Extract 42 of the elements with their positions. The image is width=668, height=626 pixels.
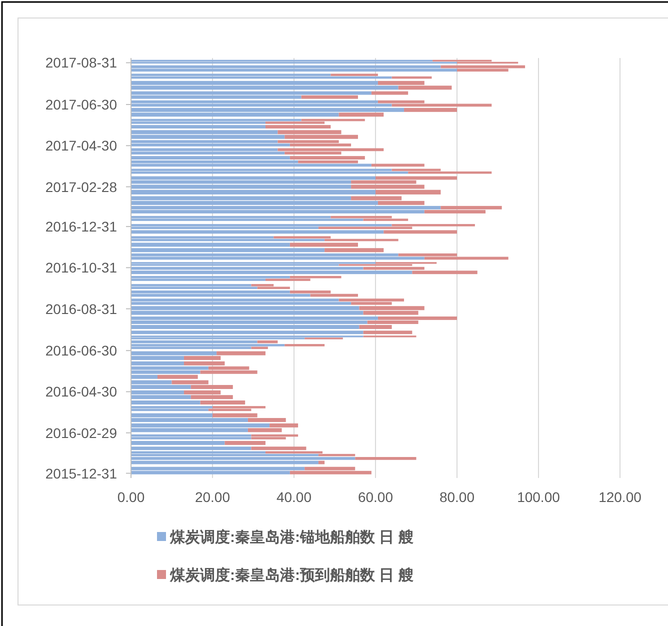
bar bbox=[290, 470, 372, 474]
bar bbox=[131, 91, 372, 95]
x-tick-label: 80.00 bbox=[439, 489, 475, 505]
bar bbox=[131, 344, 285, 346]
x-tick-label: 20.00 bbox=[194, 489, 230, 505]
bar bbox=[131, 68, 457, 72]
x-tick-label: 0.00 bbox=[117, 489, 145, 505]
x-tick-label: 40.00 bbox=[276, 489, 312, 505]
y-tick-label: 2016-12-31 bbox=[45, 218, 118, 235]
y-tick-label: 2016-04-30 bbox=[45, 384, 118, 400]
bar bbox=[301, 95, 358, 99]
bar bbox=[131, 218, 364, 221]
bar bbox=[355, 457, 416, 460]
x-tick-label: 60.00 bbox=[358, 489, 394, 505]
y-tick-label: 2016-10-31 bbox=[45, 260, 118, 276]
bar bbox=[131, 144, 290, 146]
y-tick-label: 2017-04-30 bbox=[45, 138, 118, 154]
x-tick-label: 100.00 bbox=[517, 489, 560, 505]
bar bbox=[371, 91, 408, 95]
bar bbox=[131, 224, 392, 226]
y-tick-label: 2015-12-31 bbox=[45, 465, 118, 482]
bar bbox=[338, 112, 384, 117]
legend-label: 煤炭调度:秦皇岛港:锚地船舶数 日 艘 bbox=[169, 528, 414, 546]
bar bbox=[131, 171, 408, 174]
legend-label: 煤炭调度:秦皇岛港:预到船舶数 日 艘 bbox=[169, 566, 414, 584]
bar bbox=[330, 74, 378, 76]
x-tick-label: 120.00 bbox=[598, 489, 642, 505]
bar bbox=[131, 230, 384, 234]
y-tick-label: 2016-06-30 bbox=[45, 342, 118, 359]
y-tick-label: 2017-08-31 bbox=[45, 54, 118, 71]
y-tick-label: 2016-02-29 bbox=[45, 424, 118, 441]
y-tick-label: 2016-08-31 bbox=[45, 300, 118, 317]
y-tick-label: 2017-02-28 bbox=[45, 178, 118, 195]
bar bbox=[251, 346, 268, 350]
bar bbox=[131, 466, 305, 470]
bar bbox=[131, 270, 412, 274]
y-tick-label: 2017-06-30 bbox=[45, 96, 118, 113]
bar bbox=[257, 340, 278, 344]
bar bbox=[131, 457, 356, 460]
bar bbox=[338, 298, 404, 302]
bar bbox=[200, 370, 258, 374]
bar bbox=[284, 344, 325, 346]
